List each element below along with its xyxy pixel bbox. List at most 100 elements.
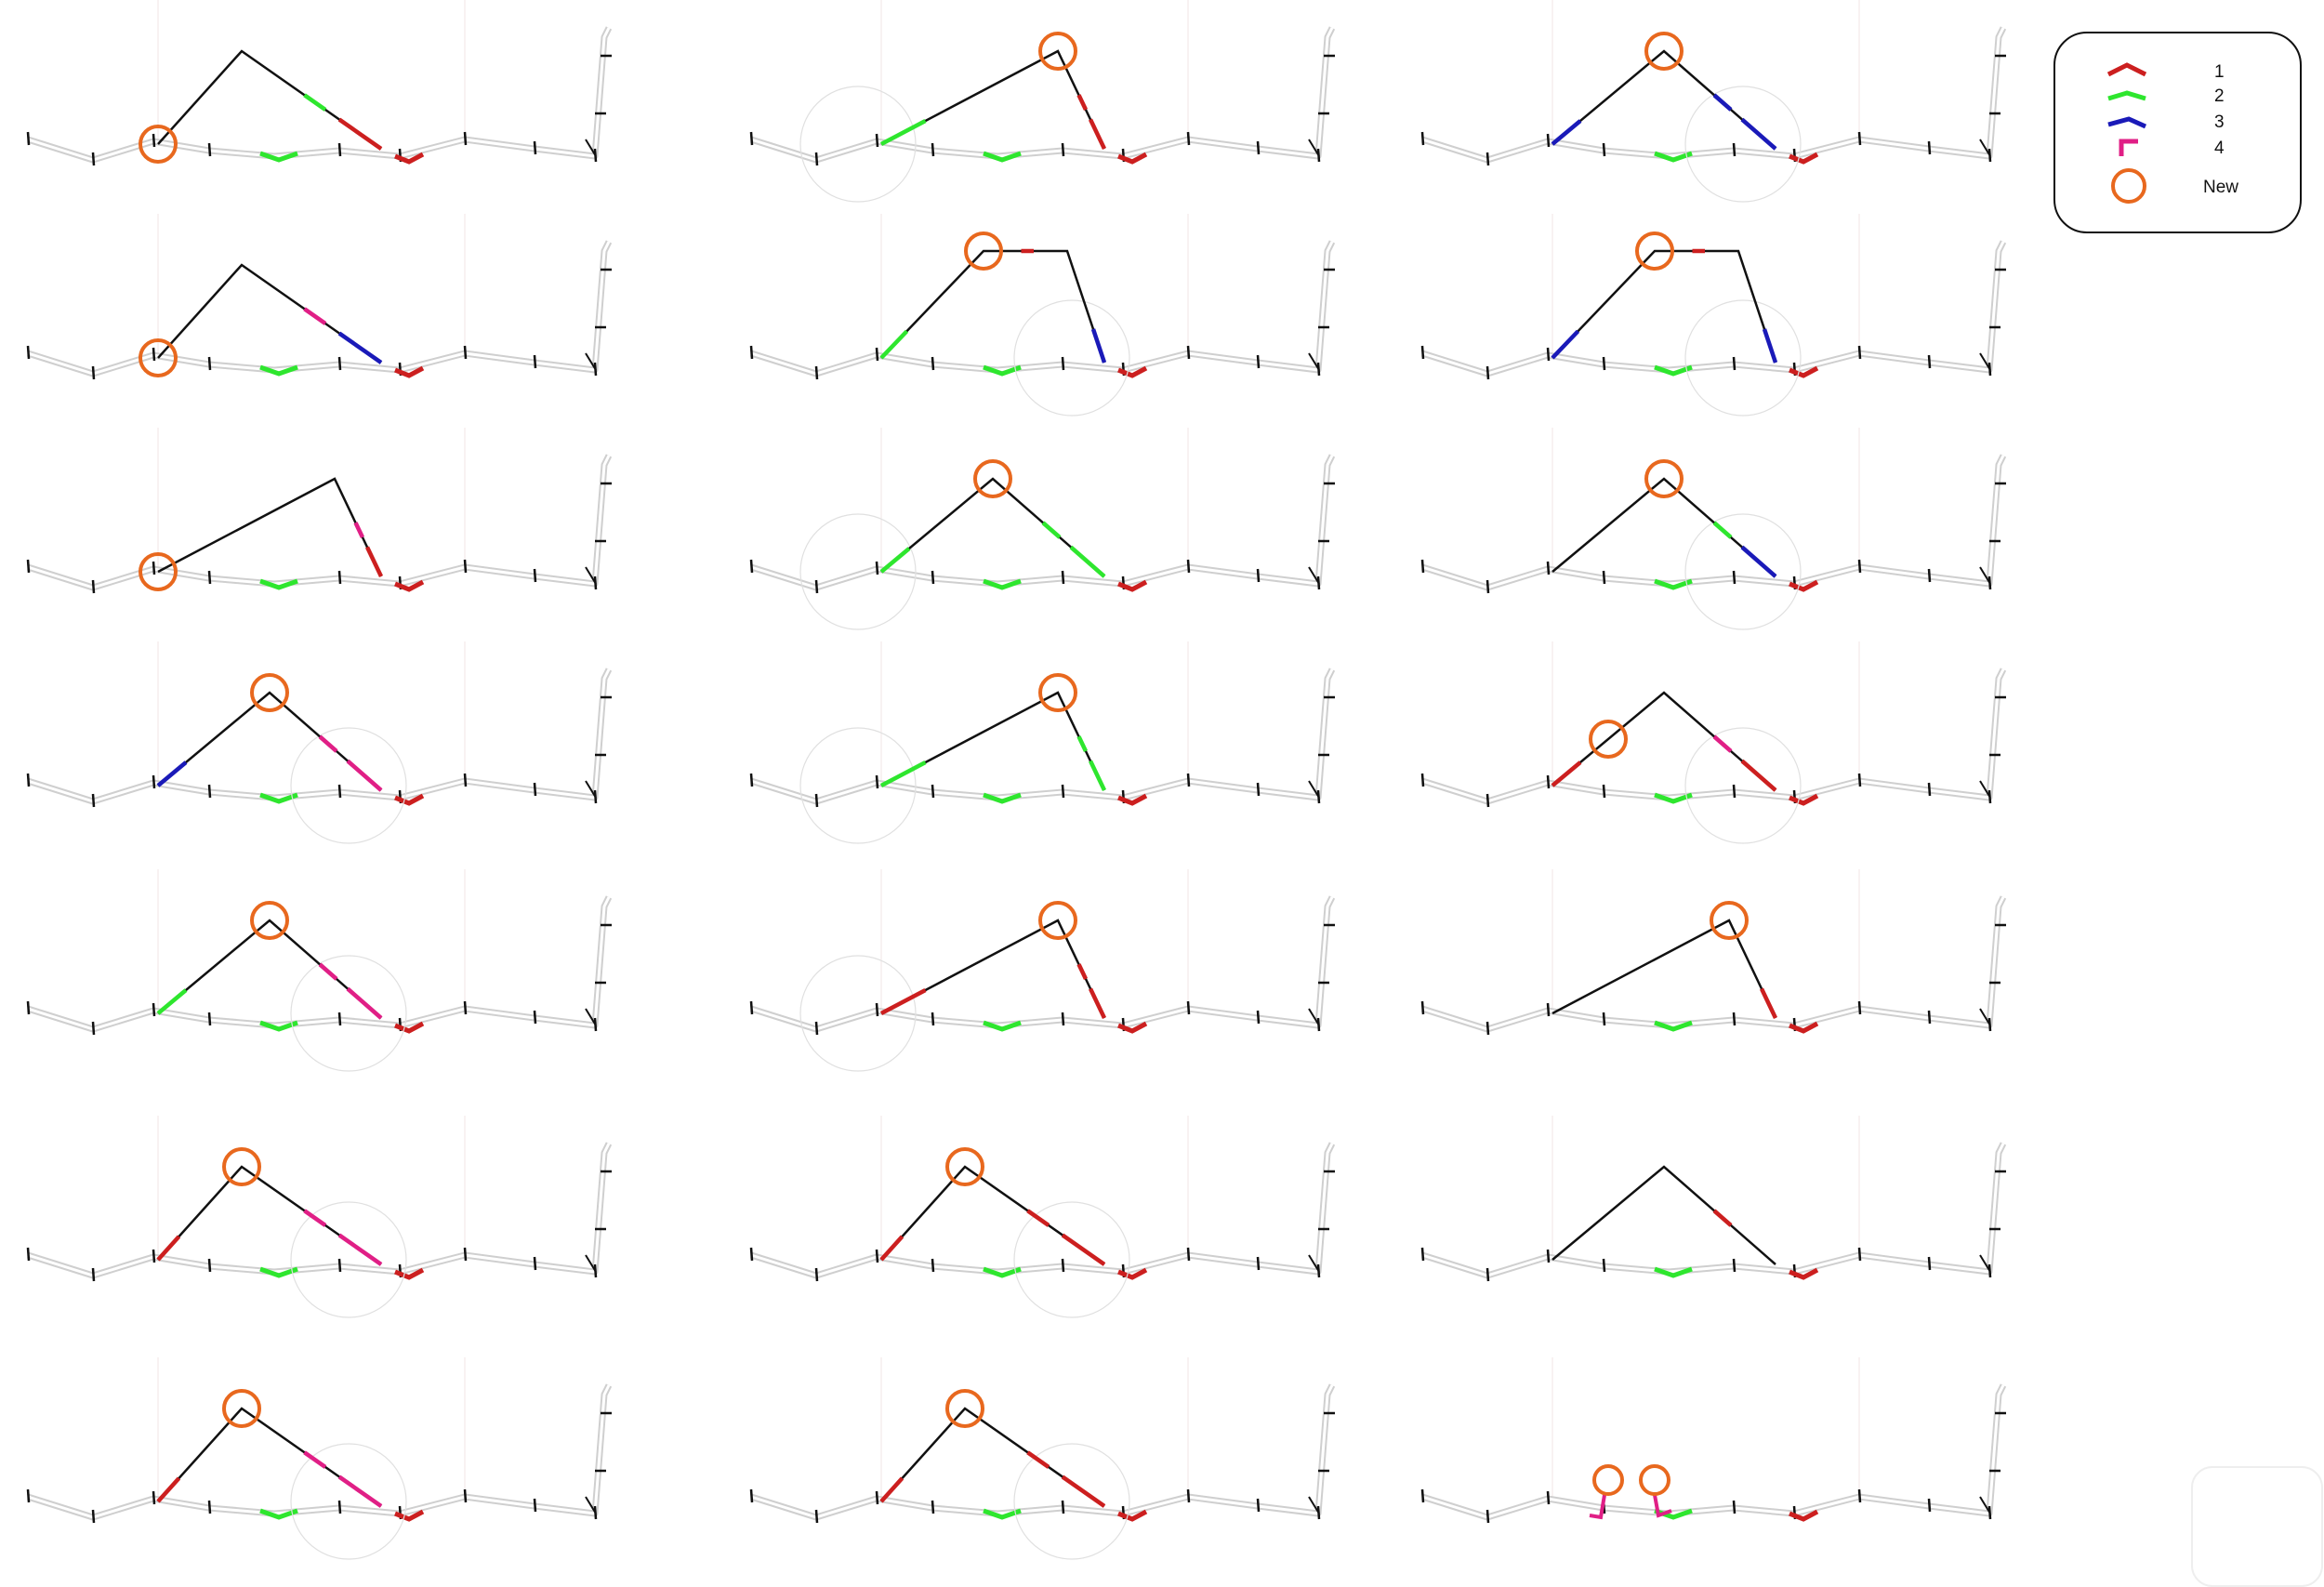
path-accent (1061, 1475, 1106, 1508)
track-tick (1186, 773, 1191, 787)
path-accent (1061, 1233, 1106, 1266)
new-circle (1710, 901, 1749, 940)
red-marker (1789, 793, 1819, 806)
track-tick (152, 1490, 156, 1505)
green-marker (1654, 578, 1693, 590)
track-tick (1186, 1488, 1191, 1503)
path-accent (1740, 759, 1777, 792)
track-rail (26, 454, 613, 591)
track-tick (1546, 133, 1551, 148)
track-tick (152, 774, 156, 789)
track-tick (337, 784, 342, 799)
ghost-circle (290, 1201, 407, 1318)
red-marker (394, 152, 425, 165)
track-tick (1420, 131, 1425, 146)
new-circle (1589, 720, 1628, 759)
path-accent (303, 1209, 327, 1227)
track-tick (1927, 568, 1932, 583)
path-accent (1088, 760, 1107, 791)
track-tick (207, 1500, 212, 1514)
track-rail-inner (27, 1143, 611, 1277)
track-tick (207, 142, 212, 157)
track-tick (337, 1258, 342, 1273)
red-marker (1117, 1021, 1148, 1034)
new-circle (964, 231, 1003, 271)
track-tick (1486, 579, 1490, 594)
path-accent (156, 760, 188, 787)
new-circle (222, 1389, 261, 1428)
panel-2 (749, 0, 1336, 203)
path-accent (879, 988, 927, 1015)
track-tick (152, 1249, 156, 1263)
track-tick (463, 345, 468, 360)
path-accent (346, 986, 383, 1020)
track-tick (1857, 559, 1862, 574)
track-tick (1732, 142, 1736, 157)
track-rail-inner (750, 455, 1334, 589)
green-marker (1654, 151, 1693, 163)
new-circle (945, 1147, 984, 1186)
panel-20 (749, 1357, 1336, 1560)
panel-21 (1420, 1357, 2007, 1524)
track-tick (152, 1002, 156, 1017)
trajectory-path (880, 1407, 1105, 1508)
path-accent (1759, 987, 1778, 1019)
path-accent (303, 1450, 327, 1469)
track-rail-inner (750, 241, 1334, 376)
track-tick (931, 1258, 935, 1273)
track-tick (26, 559, 31, 574)
track-tick (463, 559, 468, 574)
trajectory-path (157, 691, 382, 791)
track-tick (593, 1017, 598, 1032)
track-tick (1186, 1247, 1191, 1262)
path-accent (1088, 987, 1107, 1019)
path-accent (303, 307, 327, 325)
track-tick (1186, 345, 1191, 360)
path-accent (1740, 117, 1777, 151)
track-tick (1546, 1249, 1551, 1263)
panel-8 (749, 428, 1336, 630)
path-accent (1088, 118, 1107, 150)
track-tick (1987, 362, 1992, 377)
track-rail-inner (27, 241, 611, 376)
path-accent (879, 547, 911, 574)
track-tick (814, 365, 819, 380)
trajectory-path (880, 477, 1105, 577)
ghost-circle (799, 86, 917, 203)
path-accent (1551, 760, 1582, 787)
track-tick (1486, 793, 1490, 808)
trajectory-path (1552, 919, 1777, 1019)
path-accent (318, 962, 338, 981)
ghost-circle (290, 727, 407, 844)
panel-17 (749, 1116, 1336, 1318)
track-rail-inner (1421, 668, 2005, 803)
track-tick (875, 774, 879, 789)
trajectory-path (1552, 1165, 1776, 1265)
panel-14 (749, 869, 1336, 1072)
track-tick (875, 1002, 879, 1017)
track-rail-inner (1421, 1384, 2005, 1519)
track-tick (1256, 1498, 1261, 1513)
track-rail-inner (750, 1143, 1334, 1277)
path-accent (879, 1235, 905, 1262)
ghost-circle (1013, 299, 1130, 417)
red-marker (394, 579, 425, 592)
track-rail-inner (1421, 1143, 2005, 1277)
track-tick (1546, 1490, 1551, 1505)
ghost-circle (799, 513, 917, 630)
track-tick (749, 559, 754, 574)
track-tick (875, 1249, 879, 1263)
track-tick (593, 789, 598, 804)
track-tick (1857, 131, 1862, 146)
track-tick (1420, 345, 1425, 360)
new-circle (139, 338, 178, 377)
track-tick (337, 1500, 342, 1514)
track-tick (91, 1509, 96, 1524)
track-tick (1857, 1488, 1862, 1503)
green-marker (259, 151, 298, 163)
track-tick (593, 1505, 598, 1520)
red-marker (394, 1021, 425, 1034)
new-circle (1038, 673, 1077, 712)
green-marker (983, 1266, 1022, 1278)
green-marker (259, 1266, 298, 1278)
